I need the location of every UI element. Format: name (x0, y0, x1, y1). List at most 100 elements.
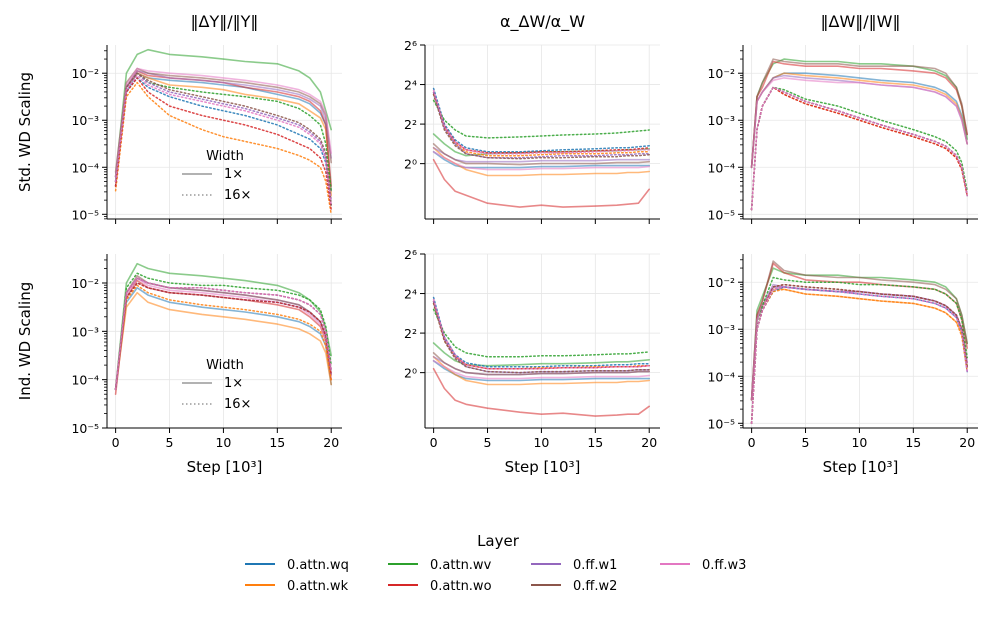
y-tick-label: 10⁻⁴ (71, 373, 99, 388)
width-legend-title: Width (206, 358, 244, 373)
legend-label-0-ff-w3: 0.ff.w3 (702, 558, 746, 573)
layer-legend-title: Layer (477, 532, 520, 550)
series-group (432, 87, 651, 208)
series-line-0-ff-w3-16x (114, 277, 332, 391)
series-line-0-attn-wo-1x (750, 60, 969, 169)
series-line-0-ff-w1-16x (432, 91, 650, 159)
series-line-0-ff-w3-16x (114, 74, 332, 206)
series-line-0-attn-wk-1x (114, 291, 333, 391)
width-legend-title: Width (206, 149, 244, 164)
x-tick-label: 20 (323, 435, 339, 450)
series-line-0-ff-w2-1x (750, 58, 969, 169)
series-line-0-ff-w1-16x (114, 72, 332, 201)
y-tick-label: 10⁻² (707, 275, 735, 290)
x-tick-label: 10 (533, 435, 549, 450)
width-legend-label: 1× (224, 167, 243, 182)
x-axis-label: Step [10³] (823, 458, 899, 476)
series-line-0-ff-w3-16x (750, 86, 968, 211)
series-line-0-attn-wk-16x (432, 93, 650, 157)
series-group (114, 262, 333, 396)
grid (425, 44, 660, 219)
series-line-0-attn-wo-16x (114, 282, 332, 391)
series-line-0-ff-w2-1x (432, 143, 651, 166)
series-line-0-ff-w2-1x (432, 352, 651, 376)
y-tick-label: 10⁻³ (707, 113, 735, 128)
legend-label-0-attn-wo: 0.attn.wo (430, 579, 492, 594)
x-tick-label: 15 (905, 435, 921, 450)
y-tick-label: 10⁻⁵ (71, 421, 99, 436)
series-line-0-ff-w3-16x (432, 89, 650, 155)
y-tick-label: 10⁻⁴ (707, 369, 735, 384)
x-tick-label: 5 (166, 435, 174, 450)
series-line-0-ff-w2-16x (750, 283, 968, 425)
series-line-0-attn-wv-16x (114, 72, 332, 192)
y-tick-label: 2⁰ (404, 157, 417, 172)
series-line-0-attn-wv-16x (114, 272, 332, 391)
series-group (750, 58, 969, 211)
series-line-0-attn-wv-16x (432, 308, 650, 358)
y-axis-label: Std. WD Scaling (16, 72, 34, 192)
panel-row1-col1: 10⁻² 10⁻³ 10⁻⁴ 10⁻⁵ ‖ΔY‖/‖Y‖ Std. WD Scaling W… (16, 12, 342, 224)
width-legend-label: 16× (224, 397, 251, 412)
series-line-0-ff-w3-1x (432, 151, 651, 171)
series-line-0-attn-wv-1x (114, 262, 333, 391)
legend-label-0-attn-wv: 0.attn.wv (430, 558, 492, 573)
x-tick-label: 10 (215, 435, 231, 450)
x-tick-label: 5 (484, 435, 492, 450)
panel-row2-col2: 0 5 10 15 20 2⁶ 2⁴ 2² 2⁰ Step [10³] (404, 247, 660, 476)
panel-title: α_ΔW/α_W (500, 12, 585, 32)
series-group (750, 260, 969, 425)
series-line-0-attn-wo-1x (432, 158, 651, 208)
series-line-0-attn-wq-16x (432, 87, 650, 153)
y-tick-label: 10⁻² (71, 66, 99, 81)
series-line-0-attn-wq-16x (114, 77, 332, 206)
series-line-0-attn-wk-1x (432, 355, 651, 386)
series-line-0-attn-wk-1x (114, 72, 333, 197)
y-tick-label: 10⁻³ (707, 322, 735, 337)
y-tick-label: 10⁻³ (71, 324, 99, 339)
legend-label-0-ff-w2: 0.ff.w2 (573, 579, 617, 594)
panel-row1-col3: 10⁻² 10⁻³ 10⁻⁴ 10⁻⁵ ‖ΔW‖/‖W‖ (707, 12, 978, 224)
x-tick-label: 0 (430, 435, 438, 450)
layer-legend: Layer 0.attn.wq 0.attn.wk 0.attn.wv 0.attn.… (245, 532, 746, 594)
width-legend: Width 1× 16× (182, 149, 251, 203)
y-tick-label: 2² (404, 326, 417, 341)
y-tick-label: 2⁶ (404, 247, 417, 262)
series-line-0-ff-w1-1x (114, 70, 333, 178)
series-line-0-attn-wk-16x (114, 284, 332, 391)
width-legend: Width 1× 16× (182, 358, 251, 412)
x-axis-label: Step [10³] (187, 458, 263, 476)
y-tick-label: 2⁶ (404, 38, 417, 53)
y-tick-label: 2⁴ (404, 287, 417, 302)
y-tick-label: 10⁻² (71, 276, 99, 291)
x-tick-label: 10 (851, 435, 867, 450)
y-tick-label: 10⁻⁴ (707, 160, 735, 175)
y-tick-label: 2⁴ (404, 78, 417, 93)
width-legend-label: 1× (224, 376, 243, 391)
width-legend-label: 16× (224, 188, 251, 203)
y-tick-label: 2² (404, 117, 417, 132)
series-group (432, 296, 651, 417)
y-tick-label: 10⁻² (707, 66, 735, 81)
y-axis-label: Ind. WD Scaling (16, 282, 34, 400)
y-tick-label: 10⁻⁴ (71, 160, 99, 175)
legend-label-0-ff-w1: 0.ff.w1 (573, 558, 617, 573)
y-tick-label: 10⁻³ (71, 113, 99, 128)
series-line-0-ff-w3-1x (114, 67, 333, 178)
y-tick-label: 2⁰ (404, 366, 417, 381)
x-tick-label: 15 (269, 435, 285, 450)
legend-label-0-attn-wq: 0.attn.wq (287, 558, 349, 573)
series-line-0-attn-wk-16x (114, 81, 332, 216)
series-line-0-ff-w3-1x (432, 359, 651, 380)
y-tick-label: 10⁻⁵ (707, 207, 735, 222)
panel-row2-col3: 0 5 10 15 20 10⁻² 10⁻³ 10⁻⁴ 10⁻⁵ Step [10³] (707, 254, 978, 476)
series-line-0-ff-w2-16x (432, 93, 650, 160)
panel-title: ‖ΔY‖/‖Y‖ (191, 12, 259, 31)
legend-label-0-attn-wk: 0.attn.wk (287, 579, 349, 594)
series-line-0-attn-wv-16x (750, 276, 968, 425)
grid (743, 254, 978, 428)
y-tick-label: 10⁻⁵ (707, 416, 735, 431)
series-line-0-ff-w3-16x (750, 286, 968, 425)
series-line-0-ff-w2-1x (114, 274, 333, 391)
